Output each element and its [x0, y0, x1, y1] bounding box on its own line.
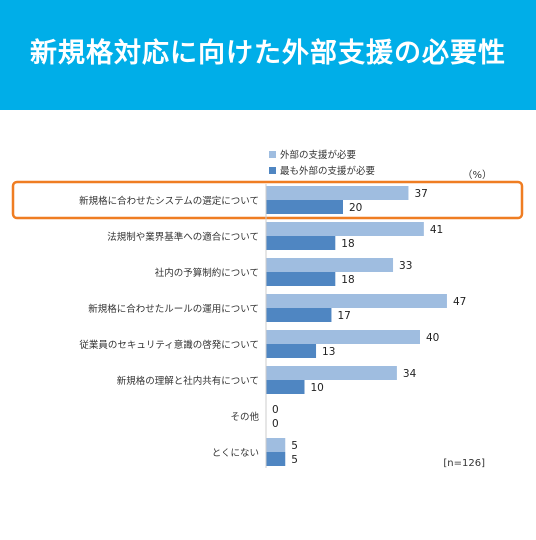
category-label: 法規制や業界基準への適合について — [107, 231, 259, 243]
value-label-series1: 5 — [291, 440, 298, 452]
value-label-series2: 17 — [337, 310, 350, 322]
highlight-box — [11, 180, 524, 220]
value-label-series1: 37 — [414, 188, 427, 200]
value-label-series2: 18 — [341, 238, 354, 250]
category-label: 新規格に合わせたシステムの選定について — [79, 195, 259, 207]
value-label-series1: 33 — [399, 260, 412, 272]
unit-label: （%） — [462, 169, 492, 181]
category-label: 従業員のセキュリティ意識の啓発について — [79, 339, 259, 351]
bar-series2 — [266, 272, 336, 286]
category-label: 社内の予算制約について — [155, 267, 259, 279]
value-label-series2: 10 — [311, 382, 324, 394]
legend-label-1: 外部の支援が必要 — [280, 149, 356, 161]
legend-swatch-2 — [269, 167, 276, 174]
value-label-series2: 13 — [322, 346, 335, 358]
category-label: その他 — [230, 411, 259, 423]
title-banner: 新規格対応に向けた外部支援の必要性 — [0, 0, 536, 110]
bar-series1 — [266, 294, 447, 308]
legend-swatch-1 — [269, 151, 276, 158]
bar-series1 — [266, 366, 397, 380]
bar-series1 — [266, 222, 424, 236]
bar-series1 — [266, 186, 409, 200]
bar-series2 — [266, 236, 336, 250]
bar-series1 — [266, 438, 286, 452]
bar-series1 — [266, 330, 420, 344]
category-label: 新規格に合わせたルールの運用について — [88, 303, 259, 315]
value-label-series1: 34 — [403, 368, 417, 380]
chart-area: 外部の支援が必要最も外部の支援が必要 （%） [n=126] 新規格に合わせたシステム… — [0, 110, 536, 540]
bar-series2 — [266, 380, 305, 394]
bar-series2 — [266, 452, 286, 466]
bar-series2 — [266, 344, 317, 358]
chart-title: 新規格対応に向けた外部支援の必要性 — [30, 38, 506, 69]
value-label-series1: 47 — [453, 296, 466, 308]
sample-size-note: [n=126] — [443, 458, 485, 469]
category-label: とくにない — [212, 448, 259, 459]
bar-series2 — [266, 200, 343, 214]
value-label-series2: 18 — [341, 274, 354, 286]
value-label-series1: 0 — [272, 404, 279, 416]
bar-series2 — [266, 308, 332, 322]
value-label-series2: 0 — [272, 418, 279, 430]
value-label-series2: 20 — [349, 202, 362, 214]
legend-label-2: 最も外部の支援が必要 — [280, 165, 375, 177]
value-label-series1: 40 — [426, 332, 439, 344]
value-label-series1: 41 — [430, 224, 443, 236]
category-label: 新規格の理解と社内共有について — [117, 375, 259, 387]
value-label-series2: 5 — [291, 454, 298, 466]
bar-series1 — [266, 258, 394, 272]
